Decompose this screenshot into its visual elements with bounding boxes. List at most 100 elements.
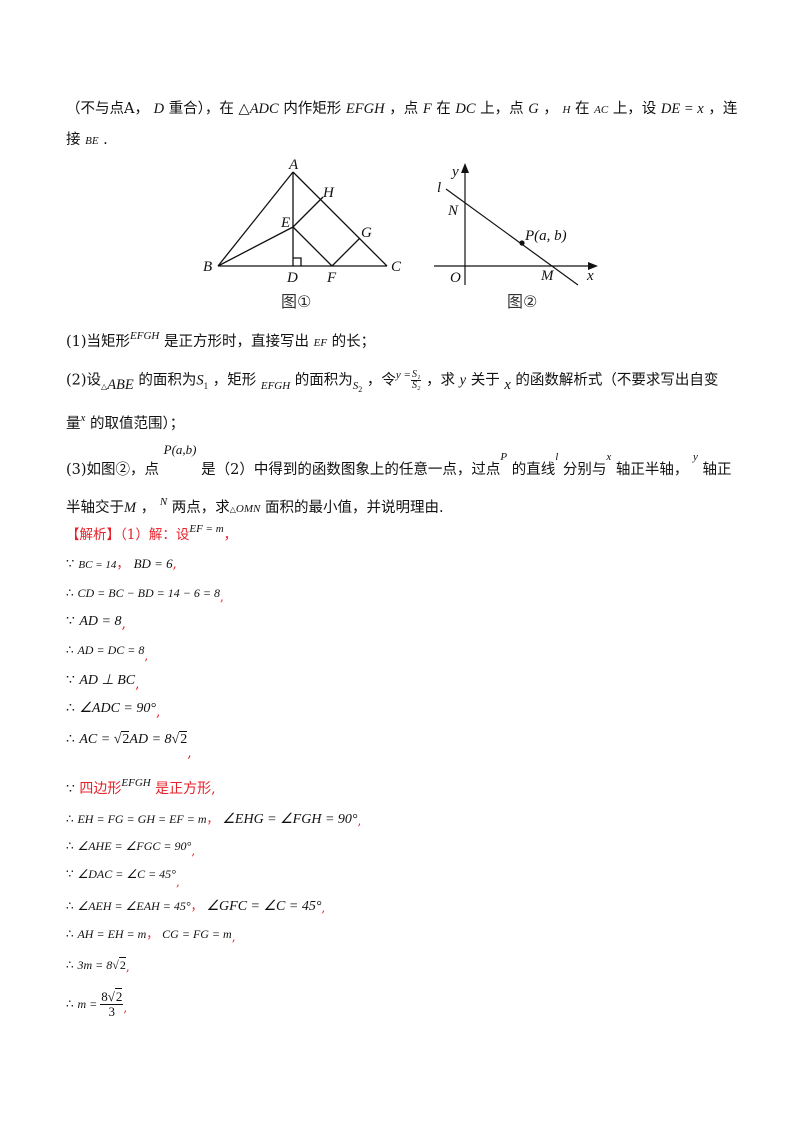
problem-intro-line-2: 接 BE . — [66, 130, 108, 151]
text: （不与点A， — [66, 101, 149, 117]
therefore-symbol: ∴ — [66, 812, 74, 826]
solution-step-6: ∴ ∠ADC = 90°, — [66, 701, 161, 720]
therefore-symbol: ∴ — [66, 732, 75, 747]
text: 接 — [66, 132, 81, 148]
question-2-line-2: 量x 的取值范围）； — [66, 412, 184, 435]
text: ， — [543, 101, 558, 117]
math: ∠AEH = ∠EAH = 45° — [77, 899, 191, 913]
therefore-symbol: ∴ — [66, 927, 74, 941]
figure-1-caption: 图① — [281, 292, 311, 311]
math: AD = 8 — [79, 614, 122, 629]
sqrt-radicand: 2 — [121, 731, 130, 747]
text: 两点，求 — [171, 500, 230, 516]
math: ∠GFC = ∠C = 45° — [206, 899, 322, 914]
math: H — [562, 104, 571, 116]
label-A: A — [288, 157, 299, 173]
problem-intro-line-1: （不与点A， D 重合），在 △ADC 内作矩形 EFGH ，点 F 在 DC … — [66, 99, 737, 120]
because-symbol: ∵ — [66, 556, 75, 571]
text: 半轴交于 — [66, 500, 124, 516]
math: ∠DAC = ∠C = 45° — [77, 867, 176, 881]
y-axis-arrow-icon — [461, 163, 469, 173]
label-O: O — [450, 270, 461, 286]
math: G — [528, 101, 539, 117]
text: 内作矩形 — [283, 101, 342, 117]
math: AC = — [79, 732, 114, 747]
text: ， — [223, 527, 238, 543]
text: 的函数解析式（不要求写出自变 — [515, 372, 719, 389]
label-B: B — [203, 259, 212, 275]
math: EFGH — [121, 777, 151, 789]
math: AD = DC = 8 — [77, 643, 145, 657]
point-P — [519, 240, 525, 246]
text: ，点 — [389, 101, 419, 117]
triangle-symbol: △ — [101, 381, 108, 391]
text: 在 — [575, 101, 590, 117]
fraction-8sqrt2-over-3: 8√2 3 — [100, 988, 124, 1019]
text: 的面积为 — [138, 372, 197, 389]
solution-step-13: ∴ AH = EH = m， CG = FG = m, — [66, 927, 236, 944]
text: 上，点 — [480, 101, 524, 117]
math: D — [153, 101, 165, 117]
solution-step-15: ∴ m = 8√2 3, — [66, 988, 128, 1019]
fraction-S1-over-S2: S₁ S₂ — [410, 370, 422, 391]
therefore-symbol: ∴ — [66, 643, 74, 657]
text: 面积的最小值，并说明理由. — [264, 500, 444, 516]
triangle-symbol: △ — [238, 101, 250, 117]
math: y — [459, 372, 467, 389]
solution-header: 【解析】（1）解：设EF = m， — [66, 523, 238, 546]
math: ∠ADC = 90° — [79, 701, 156, 716]
therefore-symbol: ∴ — [66, 958, 74, 972]
label-y: y — [450, 164, 459, 180]
because-symbol: ∵ — [66, 614, 75, 629]
text: 是（2）中得到的函数图象上的任意一点，过点 — [201, 462, 501, 478]
math: EFGH — [130, 330, 160, 342]
math: x — [606, 451, 612, 463]
solution-step-10: ∴ ∠AHE = ∠FGC = 90°, — [66, 839, 196, 858]
math: P(a,b) — [163, 442, 197, 457]
math: AD ⊥ BC — [79, 673, 136, 688]
x-axis-arrow-icon — [588, 262, 598, 270]
math: M — [124, 500, 137, 516]
text: (3)如图②，点 — [66, 462, 160, 478]
text: (1)当矩形 — [66, 334, 131, 350]
math: x — [504, 376, 511, 393]
math: AH = EH = m — [77, 927, 147, 941]
question-3-line-1: (3)如图②，点 P(a,b) 是（2）中得到的函数图象上的任意一点，过点P 的… — [66, 442, 731, 481]
solution-step-14: ∴ 3m = 8√2, — [66, 957, 130, 974]
text: 四边形 — [79, 781, 122, 797]
therefore-symbol: ∴ — [66, 586, 74, 600]
label-N: N — [447, 203, 459, 219]
solution-step-11: ∵ ∠DAC = ∠C = 45°, — [66, 867, 180, 889]
math: EFGH — [260, 379, 291, 392]
math: N — [159, 496, 168, 508]
math: CG = FG = m — [162, 927, 232, 941]
text: ，求 — [426, 372, 456, 389]
label-F: F — [326, 270, 337, 286]
text: 是正方形时，直接写出 — [163, 334, 309, 350]
text: ， — [206, 812, 219, 826]
math: BC = 14 — [78, 559, 117, 571]
therefore-symbol: ∴ — [66, 997, 74, 1011]
label-l: l — [437, 180, 441, 196]
because-symbol: ∵ — [66, 782, 75, 797]
solution-label: 【解析】（1）解：设 — [66, 527, 190, 543]
math: CD = BC − BD = 14 − 6 = 8 — [77, 586, 220, 600]
solution-step-8: ∵ 四边形EFGH 是正方形, — [66, 777, 216, 800]
subscript: 1 — [203, 380, 209, 391]
numerator: 8 — [101, 989, 108, 1004]
math: DE = x — [660, 101, 704, 117]
math: AC — [594, 104, 609, 116]
math: m = — [77, 997, 101, 1011]
math: BE — [85, 135, 99, 147]
solution-step-3: ∵ AD = 8, — [66, 614, 126, 632]
text: ， — [116, 557, 130, 572]
figure-2-caption: 图② — [507, 292, 537, 311]
solution-step-4: ∴ AD = DC = 8, — [66, 643, 149, 663]
sqrt-radicand: 2 — [114, 988, 123, 1004]
text: ， — [140, 500, 156, 516]
text: 分别与 — [562, 462, 607, 478]
math: EH = FG = GH = EF = m — [77, 812, 207, 826]
math: y = — [395, 368, 411, 381]
text: 在 — [436, 101, 451, 117]
text: ，矩形 — [212, 372, 257, 389]
